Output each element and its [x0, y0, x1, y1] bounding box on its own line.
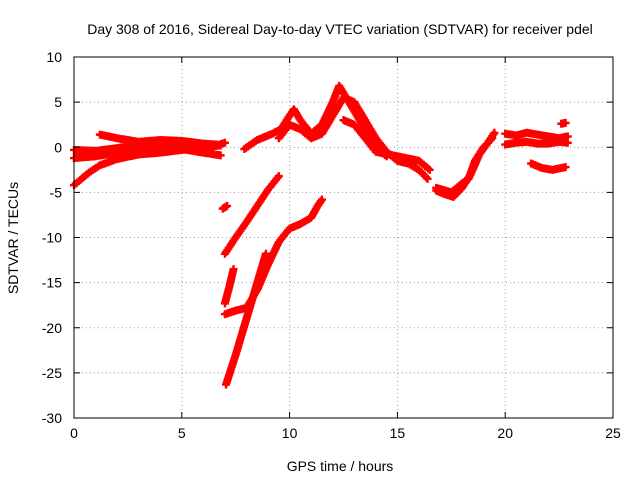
data-point — [220, 138, 229, 147]
series-arc-q — [220, 265, 238, 308]
x-tick-label: 15 — [390, 425, 406, 441]
data-point — [216, 151, 225, 160]
data-point — [423, 174, 432, 183]
grid — [74, 57, 613, 418]
chart-title: Day 308 of 2016, Sidereal Day-to-day VTE… — [87, 21, 593, 37]
data-point — [425, 165, 434, 174]
series-arc-o — [220, 195, 326, 319]
series-arc-p — [221, 249, 270, 389]
axis-ticks: 0 5 10 15 20 25 -30 -25 -20 -15 -10 -5 0 5 10 — [42, 49, 621, 441]
series-arc-n — [220, 172, 283, 258]
data-point — [563, 138, 572, 147]
data-point — [229, 265, 238, 274]
y-tick-label: -5 — [50, 184, 63, 200]
y-tick-label: -30 — [42, 410, 62, 426]
data-point — [223, 201, 232, 210]
series-arc-g — [339, 116, 434, 174]
y-tick-label: 10 — [46, 49, 62, 65]
data-point — [561, 118, 570, 127]
y-tick-label: 5 — [54, 94, 62, 110]
y-tick-label: -10 — [42, 230, 62, 246]
series-arc-i — [432, 134, 497, 197]
x-axis-label: GPS time / hours — [287, 458, 394, 474]
data-point — [490, 128, 499, 137]
x-tick-label: 10 — [282, 425, 298, 441]
data-point — [261, 249, 270, 258]
data-points — [70, 81, 572, 389]
y-axis-label: SDTVAR / TECUs — [5, 182, 21, 294]
y-tick-label: -20 — [42, 320, 62, 336]
data-point — [561, 163, 570, 172]
data-point — [317, 195, 326, 204]
series-arc-m — [557, 118, 570, 128]
x-tick-label: 20 — [497, 425, 513, 441]
series-arc-j — [501, 128, 572, 143]
series-arc-l — [527, 159, 570, 174]
data-point — [274, 172, 283, 181]
x-tick-label: 0 — [70, 425, 78, 441]
y-tick-label: 0 — [54, 139, 62, 155]
y-tick-label: -25 — [42, 365, 62, 381]
series-arc-k — [501, 137, 572, 149]
series-arc-r — [218, 201, 232, 213]
x-tick-label: 5 — [178, 425, 186, 441]
x-tick-label: 25 — [605, 425, 621, 441]
y-tick-label: -15 — [42, 275, 62, 291]
data-point — [488, 134, 497, 143]
series-arc-d — [70, 138, 229, 155]
